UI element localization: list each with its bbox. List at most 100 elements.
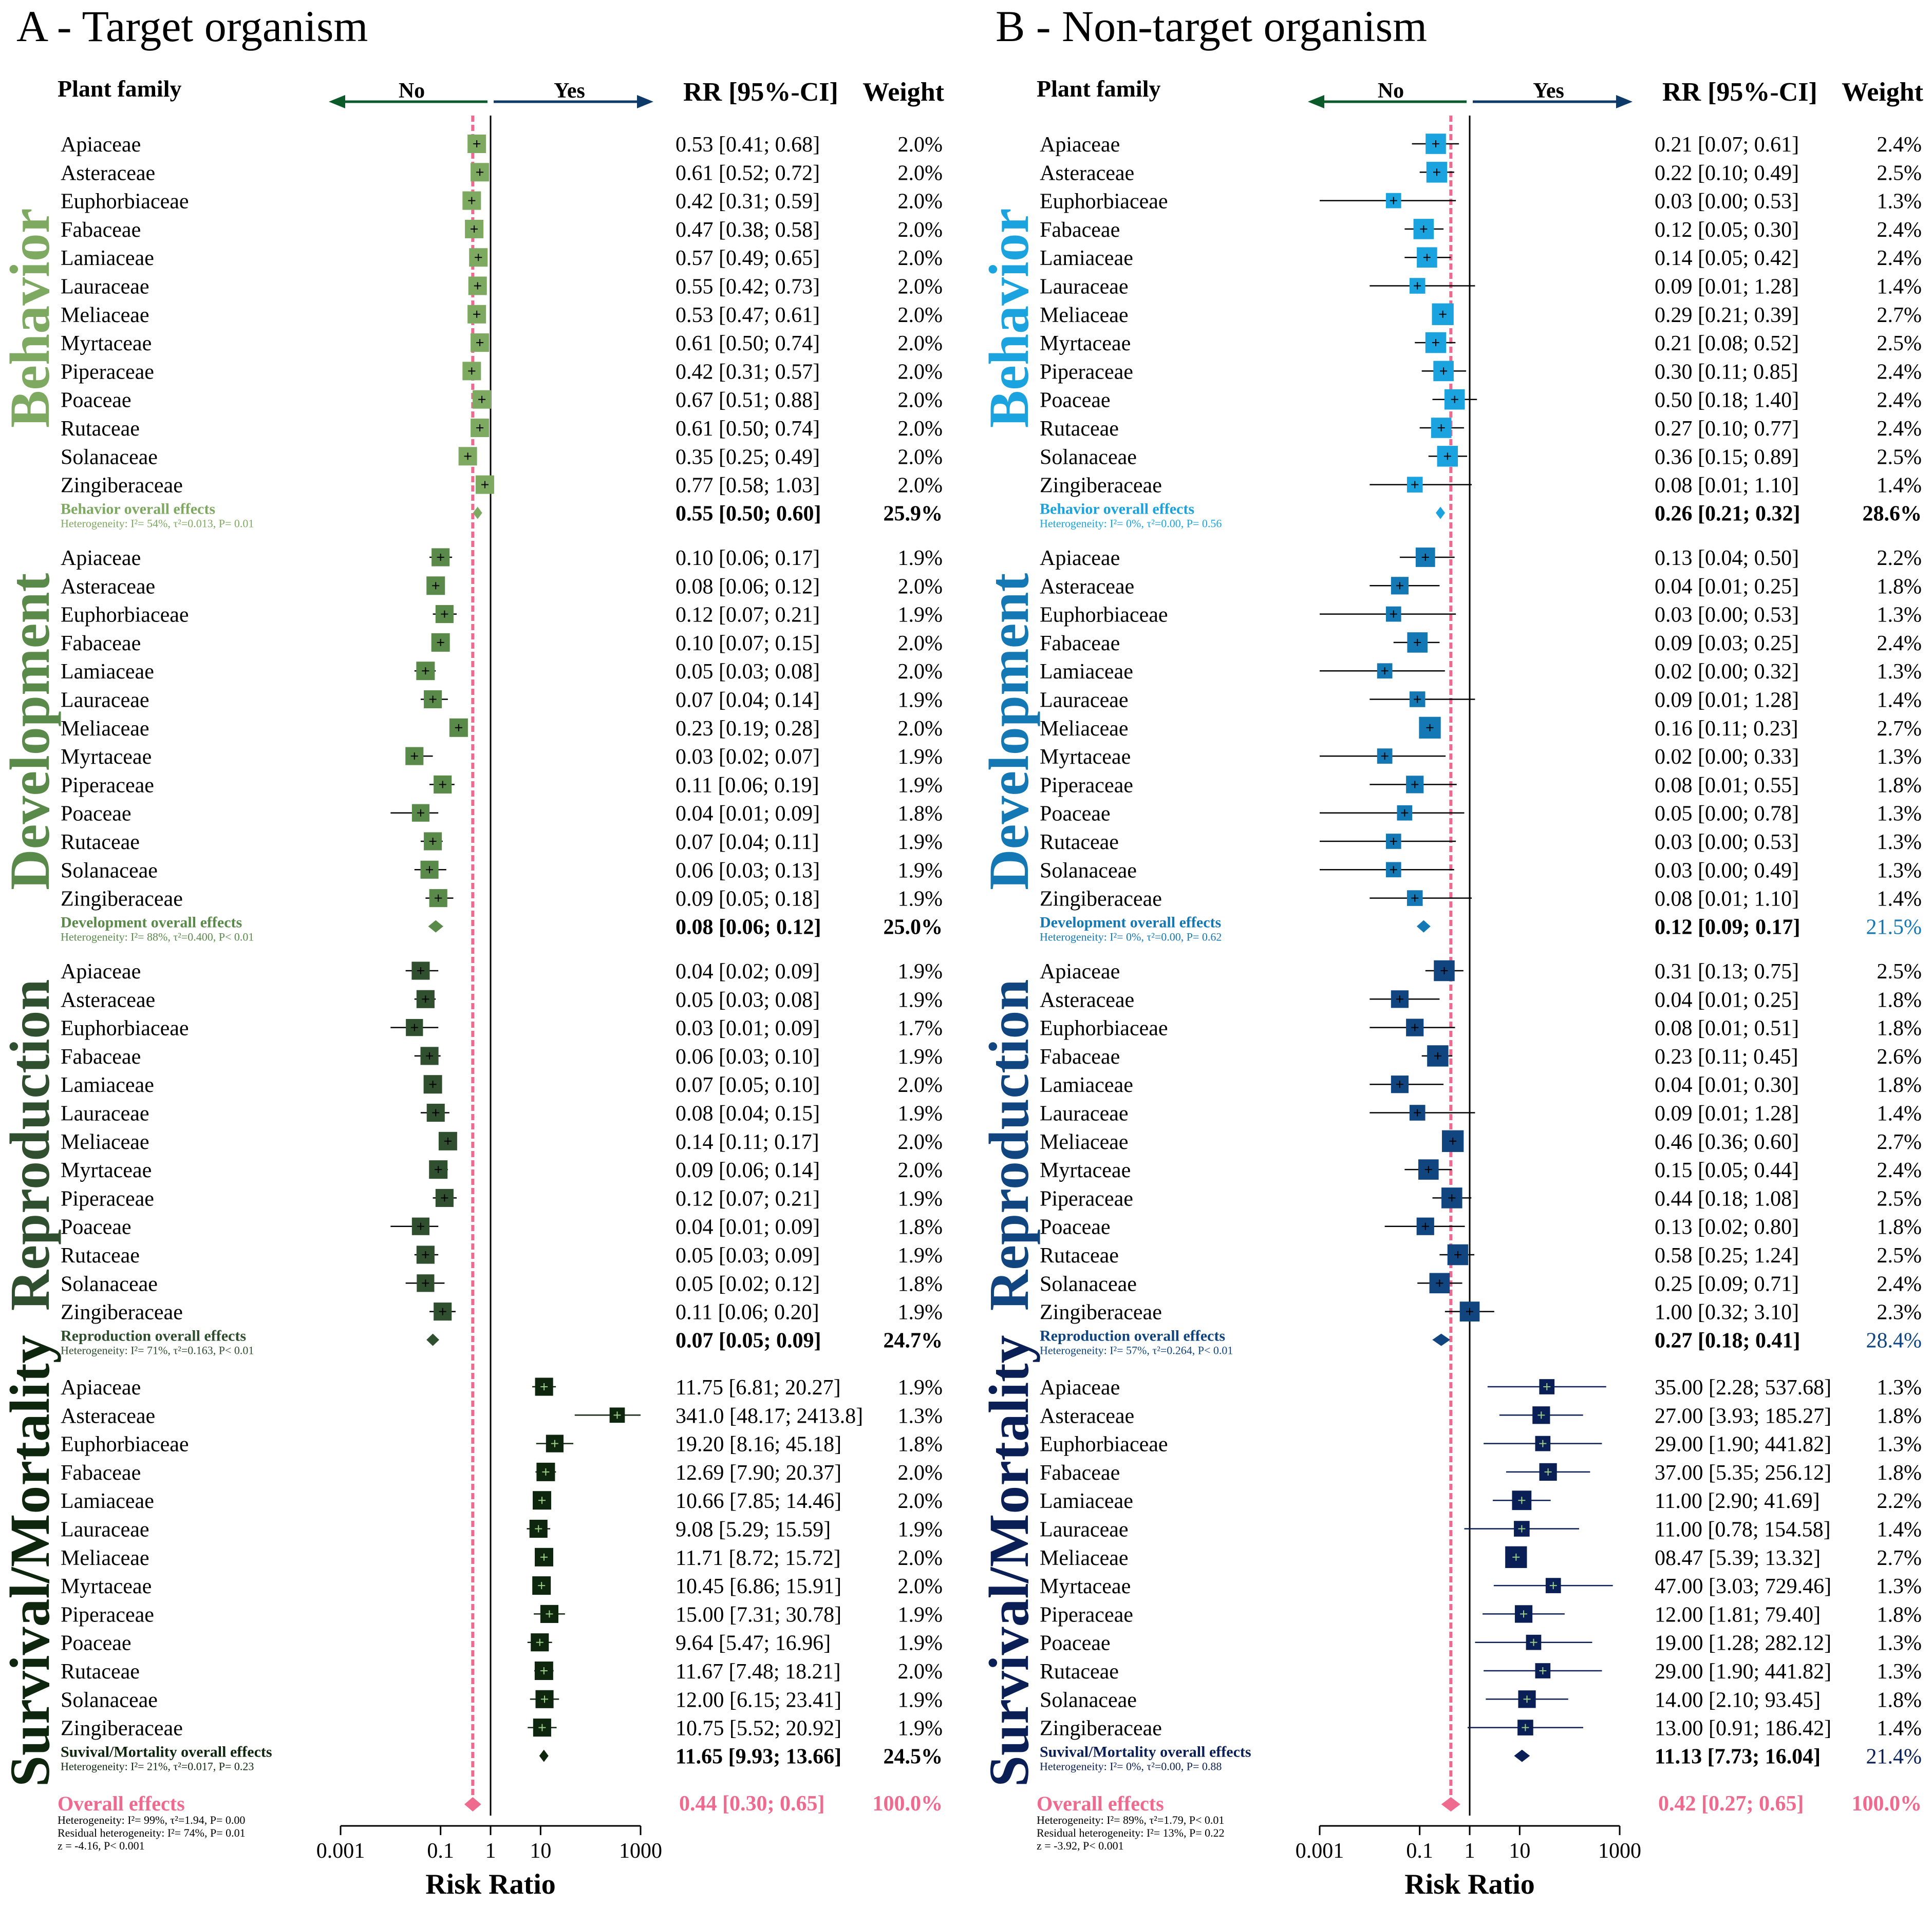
row-rr-ci: 0.10 [0.06; 0.17] [676, 546, 820, 570]
no-arrowhead [1308, 95, 1324, 108]
row-weight: 1.4% [1877, 1717, 1922, 1741]
row-rr-ci: 0.05 [0.03; 0.08] [676, 660, 820, 684]
row-weight: 2.7% [1877, 1546, 1922, 1570]
row-family-label: Apiaceae [61, 133, 141, 157]
row-family-label: Rutaceae [1040, 1660, 1119, 1684]
group-overall-weight: 28.4% [1866, 1329, 1922, 1353]
row-rr-ci: 0.29 [0.21; 0.39] [1655, 304, 1799, 327]
row-family-label: Meliaceae [1040, 304, 1129, 327]
row-weight: 1.8% [1877, 1017, 1922, 1041]
overall-weight: 100.0% [873, 1792, 943, 1816]
row-family-label: Meliaceae [1040, 1130, 1129, 1154]
row-rr-ci: 0.50 [0.18; 1.40] [1655, 389, 1799, 412]
row-rr-ci: 29.00 [1.90; 441.82] [1655, 1433, 1831, 1457]
row-family-label: Myrtaceae [1040, 332, 1131, 355]
group-heterogeneity: Heterogeneity: I²= 0%, τ²=0.00, P= 0.88 [1040, 1760, 1222, 1773]
row-family-label: Euphorbiaceae [61, 190, 189, 214]
row-weight: 1.3% [1877, 190, 1922, 214]
row-family-label: Euphorbiaceae [1040, 190, 1168, 214]
row-weight: 2.4% [1877, 1272, 1922, 1296]
row-rr-ci: 12.69 [7.90; 20.37] [676, 1461, 841, 1485]
row-family-label: Fabaceae [61, 632, 141, 655]
row-family-label: Zingiberaceae [61, 1717, 183, 1741]
row-rr-ci: 0.27 [0.10; 0.77] [1655, 417, 1799, 441]
row-rr-ci: 0.08 [0.01; 0.55] [1655, 773, 1799, 797]
row-weight: 1.3% [1877, 660, 1922, 684]
group-overall-rr: 0.12 [0.09; 0.17] [1655, 916, 1800, 939]
row-rr-ci: 0.57 [0.49; 0.65] [676, 247, 820, 270]
row-weight: 1.9% [898, 1045, 943, 1069]
row-weight: 1.9% [898, 859, 943, 882]
row-weight: 2.5% [1877, 1187, 1922, 1211]
row-weight: 2.4% [1877, 218, 1922, 242]
row-family-label: Solanaceae [1040, 859, 1137, 882]
row-weight: 2.0% [898, 575, 943, 598]
row-rr-ci: 0.08 [0.06; 0.12] [676, 575, 820, 598]
row-rr-ci: 11.00 [2.90; 41.69] [1655, 1489, 1820, 1513]
row-rr-ci: 0.25 [0.09; 0.71] [1655, 1272, 1799, 1296]
row-family-label: Piperaceae [61, 360, 154, 384]
row-weight: 2.0% [898, 275, 943, 299]
row-family-label: Lauraceae [61, 1102, 149, 1126]
row-rr-ci: 12.00 [1.81; 79.40] [1655, 1603, 1821, 1627]
group-overall-label: Development overall effects [1040, 914, 1221, 931]
row-rr-ci: 10.75 [5.52; 20.92] [676, 1717, 841, 1741]
row-weight: 1.9% [898, 773, 943, 797]
group-heterogeneity: Heterogeneity: I²= 21%, τ²=0.017, P= 0.2… [61, 1760, 254, 1773]
row-rr-ci: 0.05 [0.00; 0.78] [1655, 802, 1799, 826]
group-label: Reproduction [978, 979, 1040, 1311]
row-family-label: Fabaceae [61, 1461, 141, 1485]
row-weight: 1.3% [1877, 1575, 1922, 1598]
row-rr-ci: 08.47 [5.39; 13.32] [1655, 1546, 1821, 1570]
row-rr-ci: 0.09 [0.05; 0.18] [676, 888, 820, 911]
group-label: Development [978, 573, 1040, 890]
group-overall-label: Suvival/Mortality overall effects [1040, 1744, 1251, 1761]
row-family-label: Lauraceae [1040, 1518, 1129, 1542]
row-weight: 1.8% [1877, 773, 1922, 797]
overall-note: z = -3.92, P< 0.001 [1037, 1839, 1124, 1852]
row-rr-ci: 0.08 [0.01; 1.10] [1655, 474, 1799, 498]
row-weight: 1.9% [898, 1244, 943, 1268]
row-weight: 1.4% [1877, 1518, 1922, 1542]
x-tick-label: 1000 [619, 1839, 662, 1863]
row-family-label: Poaceae [1040, 389, 1111, 412]
group-heterogeneity: Heterogeneity: I²= 0%, τ²=0.00, P= 0.56 [1040, 517, 1222, 530]
group-heterogeneity: Heterogeneity: I²= 57%, τ²=0.264, P< 0.0… [1040, 1344, 1233, 1357]
overall-rr: 0.44 [0.30; 0.65] [679, 1792, 824, 1816]
row-weight: 1.8% [1877, 1216, 1922, 1239]
row-rr-ci: 0.53 [0.41; 0.68] [676, 133, 820, 157]
x-tick-label: 1000 [1598, 1839, 1641, 1863]
group-overall-diamond [1432, 1333, 1451, 1346]
row-family-label: Meliaceae [1040, 1546, 1129, 1570]
panel-a: A - Target organism Plant family RR [95%-C… [0, 2, 945, 1900]
row-rr-ci: 0.42 [0.31; 0.59] [676, 190, 820, 214]
panel-b: B - Non-target organism Plant family RR [9… [978, 2, 1923, 1900]
row-weight: 1.9% [898, 1187, 943, 1211]
row-rr-ci: 0.12 [0.07; 0.21] [676, 603, 820, 627]
group-overall-diamond [426, 1333, 440, 1346]
row-family-label: Lamiaceae [1040, 1073, 1133, 1097]
row-rr-ci: 0.04 [0.01; 0.30] [1655, 1073, 1799, 1097]
row-family-label: Lamiaceae [61, 1489, 154, 1513]
row-family-label: Solanaceae [61, 1688, 158, 1712]
row-rr-ci: 0.61 [0.50; 0.74] [676, 417, 820, 441]
row-rr-ci: 0.04 [0.02; 0.09] [676, 960, 820, 984]
row-weight: 1.9% [898, 689, 943, 712]
x-tick-label: 0.1 [427, 1839, 454, 1863]
row-family-label: Asteraceae [1040, 161, 1134, 185]
row-family-label: Poaceae [61, 389, 132, 412]
row-weight: 1.4% [1877, 689, 1922, 712]
row-rr-ci: 0.07 [0.05; 0.10] [676, 1073, 820, 1097]
row-family-label: Solanaceae [1040, 1272, 1137, 1296]
row-family-label: Piperaceae [1040, 1603, 1133, 1627]
row-rr-ci: 9.64 [5.47; 16.96] [676, 1632, 831, 1655]
row-weight: 1.8% [1877, 1461, 1922, 1485]
overall-label: Overall effects [1037, 1792, 1164, 1815]
row-rr-ci: 0.35 [0.25; 0.49] [676, 445, 820, 469]
row-weight: 2.0% [898, 1489, 943, 1513]
group-overall-label: Development overall effects [61, 914, 242, 931]
row-rr-ci: 19.00 [1.28; 282.12] [1655, 1632, 1831, 1655]
row-rr-ci: 0.31 [0.13; 0.75] [1655, 960, 1799, 984]
row-family-label: Lauraceae [61, 689, 149, 712]
